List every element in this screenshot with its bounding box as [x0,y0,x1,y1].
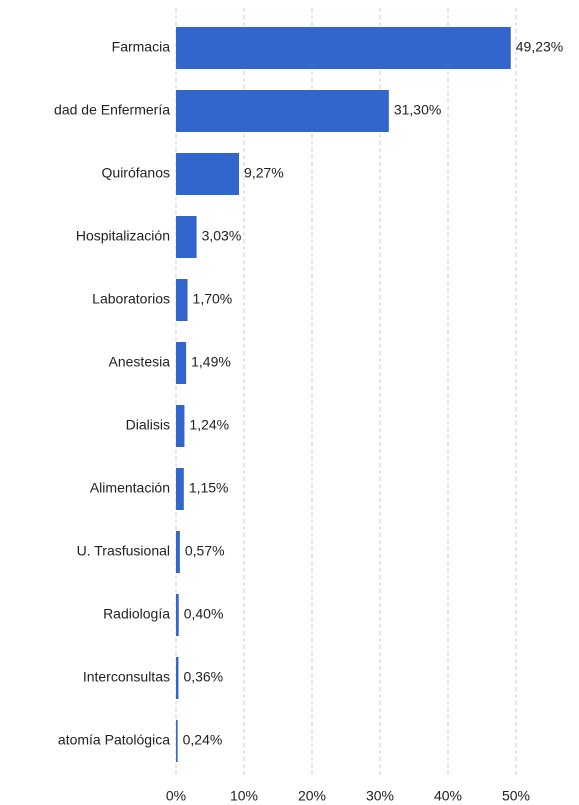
value-label: 31,30% [394,102,441,118]
x-tick-label: 30% [366,788,394,804]
value-label: 1,70% [193,291,233,307]
bar [176,279,188,321]
value-label: 1,15% [189,480,229,496]
x-tick-label: 10% [230,788,258,804]
bar [176,594,179,636]
value-label: 0,57% [185,543,225,559]
value-label: 1,24% [189,417,229,433]
y-tick-label: Quirófanos [102,165,170,181]
value-label: 1,49% [191,354,231,370]
y-tick-label: Alimentación [90,480,170,496]
value-label: 0,24% [183,732,223,748]
bar [176,720,178,762]
y-tick-label: atomía Patológica [58,732,170,748]
y-tick-label: Interconsultas [83,669,170,685]
value-label: 9,27% [244,165,284,181]
y-tick-label: Laboratorios [92,291,170,307]
bar [176,531,180,573]
bar [176,216,197,258]
x-tick-label: 0% [166,788,186,804]
bar [176,153,240,195]
x-tick-label: 50% [502,788,530,804]
bar [176,657,179,699]
value-label: 49,23% [516,39,563,55]
y-tick-label: Anestesia [109,354,171,370]
bar [176,468,184,510]
y-tick-label: Farmacia [112,39,171,55]
x-tick-label: 40% [434,788,462,804]
bar [176,342,187,384]
bar [176,90,389,132]
value-label: 0,40% [184,606,224,622]
y-tick-label: Dialisis [126,417,170,433]
value-label: 0,36% [183,669,223,685]
y-tick-label: Radiología [103,606,170,622]
bar [176,405,185,447]
y-tick-label: U. Trasfusional [77,543,170,559]
y-tick-label: dad de Enfermería [54,102,170,118]
bar [176,27,511,69]
x-tick-label: 20% [298,788,326,804]
y-tick-label: Hospitalización [76,228,170,244]
value-label: 3,03% [202,228,242,244]
